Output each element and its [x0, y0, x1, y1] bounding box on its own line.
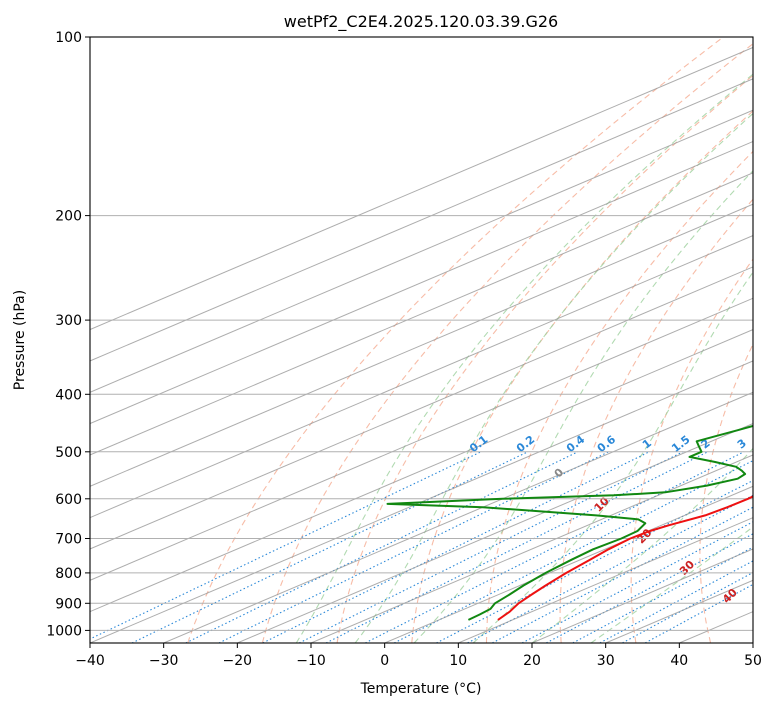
mixing-ratio-line: [365, 451, 745, 643]
moist-adiabat-line: [295, 73, 753, 643]
x-tick-label: −40: [75, 653, 105, 669]
mixing-ratio-line: [185, 451, 579, 643]
plot-frame: [89, 36, 754, 644]
x-tick-label: −20: [223, 653, 253, 669]
y-tick-label: 400: [55, 387, 82, 403]
mixing-ratio-line: [298, 451, 684, 643]
temperature-profile-line: [497, 495, 753, 621]
chart-title: wetPf2_C2E4.2025.120.03.39.G26: [284, 12, 558, 32]
isotherm-line: [90, 266, 753, 550]
isotherm-line: [310, 454, 753, 643]
x-tick-label: 0: [380, 653, 389, 669]
mixing-ratio-line: [218, 451, 609, 643]
dry-adiabat-line: [485, 150, 753, 643]
isotherm-line: [90, 46, 753, 331]
y-tick-label: 100: [55, 30, 82, 46]
y-tick-label: 500: [55, 445, 82, 461]
isotherm-line: [90, 203, 753, 487]
y-tick-label: 600: [55, 492, 82, 508]
dry-adiabat-line: [261, 43, 753, 643]
y-tick-label: 200: [55, 209, 82, 225]
isotherm-line: [237, 423, 753, 643]
isotherm-line: [90, 234, 753, 519]
isotherm-line: [90, 297, 753, 581]
mixing-ratio-line: [393, 460, 753, 643]
y-axis-label: Pressure (hPa): [12, 290, 28, 390]
mixing-ratio-line: [90, 451, 482, 640]
mixing-ratio-line: [644, 583, 753, 643]
isotherm-line: [90, 109, 753, 393]
dry-adiabat-line: [699, 343, 753, 643]
x-tick-label: 10: [449, 653, 467, 669]
isotherm-line: [90, 172, 753, 456]
x-tick-label: 30: [597, 653, 615, 669]
isotherm-line: [90, 78, 753, 362]
isotherm-line: [752, 642, 753, 643]
isotherm-line: [90, 360, 753, 643]
mixing-ratio-label: 4: [761, 436, 775, 451]
mixing-ratio-line: [521, 521, 753, 643]
y-tick-label: 1000: [46, 623, 82, 639]
dry-adiabat-line: [187, 37, 724, 643]
isotherm-line: [90, 140, 753, 425]
x-tick-label: −10: [296, 653, 326, 669]
y-tick-label: 800: [55, 566, 82, 582]
x-tick-label: 40: [670, 653, 688, 669]
x-axis-label: Temperature (°C): [360, 681, 482, 697]
isotherm-line: [90, 329, 753, 613]
dewpoint-profile-line: [386, 424, 753, 621]
dry-adiabat-line: [767, 37, 775, 643]
isotherm-line: [163, 391, 753, 643]
x-tick-label: 50: [744, 653, 762, 669]
moist-adiabat-line: [531, 447, 753, 643]
isotherm-line: [458, 517, 753, 643]
y-tick-label: 300: [55, 313, 82, 329]
x-tick-label: −30: [149, 653, 179, 669]
mixing-ratio-line: [622, 571, 753, 643]
dry-adiabat-line: [559, 198, 753, 643]
y-tick-label: 900: [55, 596, 82, 612]
dry-adiabat-line: [336, 74, 753, 643]
x-tick-label: 20: [523, 653, 541, 669]
mixing-ratio-line: [262, 451, 650, 643]
y-tick-label: 700: [55, 532, 82, 548]
mixing-ratio-line: [325, 451, 709, 643]
moist-adiabat-line: [354, 112, 753, 643]
